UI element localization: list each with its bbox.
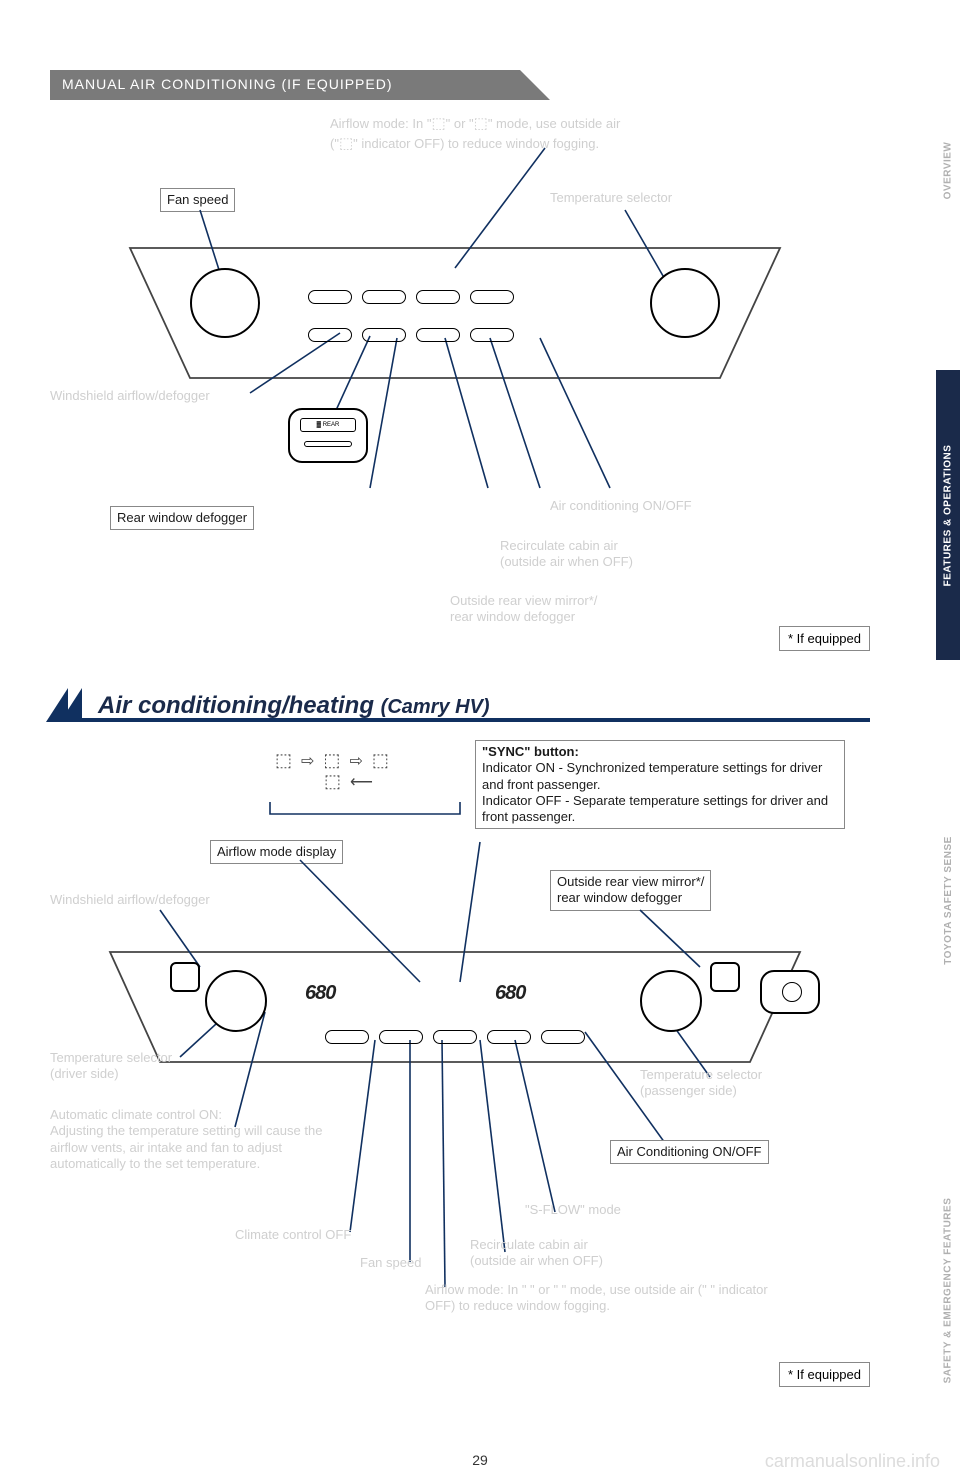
label-climate-off: Climate control OFF (235, 1227, 351, 1243)
label-mirror-defogger: Outside rear view mirror*/ rear window d… (450, 593, 597, 626)
bottom-button-row (308, 328, 514, 342)
note-if-equipped-2: * If equipped (779, 1362, 870, 1387)
section2-title: Air conditioning/heating (Camry HV) (98, 692, 490, 720)
label-mirror-defogger-2: Outside rear view mirror*/ rear window d… (550, 870, 711, 911)
top-button-row (308, 290, 514, 304)
sync-button-callout: "SYNC" button: Indicator ON - Synchroniz… (475, 740, 845, 829)
label-fan-speed-2: Fan speed (360, 1255, 421, 1271)
display-temp-driver: 680 (305, 982, 335, 1005)
label-recirculate: Recirculate cabin air (outside air when … (500, 538, 633, 571)
tab-features-operations[interactable]: FEATURES & OPERATIONS (936, 370, 960, 660)
tab-overview[interactable]: OVERVIEW (936, 90, 960, 250)
label-temp-passenger: Temperature selector (passenger side) (640, 1067, 762, 1100)
tab-label: SAFETY & EMERGENCY FEATURES (943, 1197, 954, 1383)
temp-knob-driver (205, 970, 267, 1032)
watermark: carmanualsonline.info (765, 1451, 940, 1472)
tab-safety-emergency[interactable]: SAFETY & EMERGENCY FEATURES (936, 1140, 960, 1440)
label-windshield-defogger-2: Windshield airflow/defogger (50, 892, 210, 908)
airflow-mode-icons: ⬚ ⇨ ⬚ ⇨ ⬚ ⬚ ⟵ (275, 750, 391, 792)
tab-label: TOYOTA SAFETY SENSE (943, 836, 954, 965)
section1-diagram: Airflow mode: In "⬚" or "⬚" mode, use ou… (50, 118, 870, 678)
display-temp-passenger: 680 (495, 982, 525, 1005)
rear-defogger-inset-2 (760, 970, 820, 1014)
section1-banner-text: MANUAL AIR CONDITIONING (IF EQUIPPED) (62, 76, 393, 92)
section2-diagram: ⬚ ⇨ ⬚ ⇨ ⬚ ⬚ ⟵ "SYNC" button: Indicator O… (50, 732, 870, 1412)
inset-screen: ▓ REAR (300, 418, 356, 432)
fan-speed-knob (190, 268, 260, 338)
label-recirculate-2: Recirculate cabin air (outside air when … (470, 1237, 603, 1270)
label-ac-onoff: Air conditioning ON/OFF (550, 498, 692, 514)
section2-header: Air conditioning/heating (Camry HV) (50, 688, 870, 722)
tab-label: OVERVIEW (943, 141, 954, 199)
label-windshield-defogger: Windshield airflow/defogger (50, 388, 210, 404)
page-content: MANUAL AIR CONDITIONING (IF EQUIPPED) Ai… (50, 70, 870, 1444)
section1-airflow-note: Airflow mode: In "⬚" or "⬚" mode, use ou… (330, 114, 810, 153)
label-rear-window-defogger: Rear window defogger (110, 506, 254, 530)
label-auto-climate: Automatic climate control ON: Adjusting … (50, 1107, 350, 1172)
label-temperature-selector: Temperature selector (550, 190, 672, 206)
rear-defogger-inset: ▓ REAR (288, 408, 368, 463)
note-if-equipped-1: * If equipped (779, 626, 870, 651)
label-ac-onoff-2: Air Conditioning ON/OFF (610, 1140, 769, 1164)
label-airflow-mode-display: Airflow mode display (210, 840, 343, 864)
temp-knob-passenger (640, 970, 702, 1032)
section1-banner: MANUAL AIR CONDITIONING (IF EQUIPPED) (50, 70, 870, 100)
temperature-knob (650, 268, 720, 338)
section2-button-row (325, 1030, 585, 1044)
label-temp-driver: Temperature selector (driver side) (50, 1050, 172, 1083)
tab-toyota-safety-sense[interactable]: TOYOTA SAFETY SENSE (936, 760, 960, 1040)
label-fan-speed: Fan speed (160, 188, 235, 212)
label-airflow-mode-2: Airflow mode: In " " or " " mode, use ou… (425, 1282, 775, 1315)
label-sflow-mode: "S-FLOW" mode (525, 1202, 621, 1218)
side-tabs: OVERVIEW FEATURES & OPERATIONS TOYOTA SA… (870, 0, 960, 1484)
tab-label: FEATURES & OPERATIONS (943, 444, 954, 586)
front-defog-button (170, 962, 200, 992)
rear-defog-button (710, 962, 740, 992)
